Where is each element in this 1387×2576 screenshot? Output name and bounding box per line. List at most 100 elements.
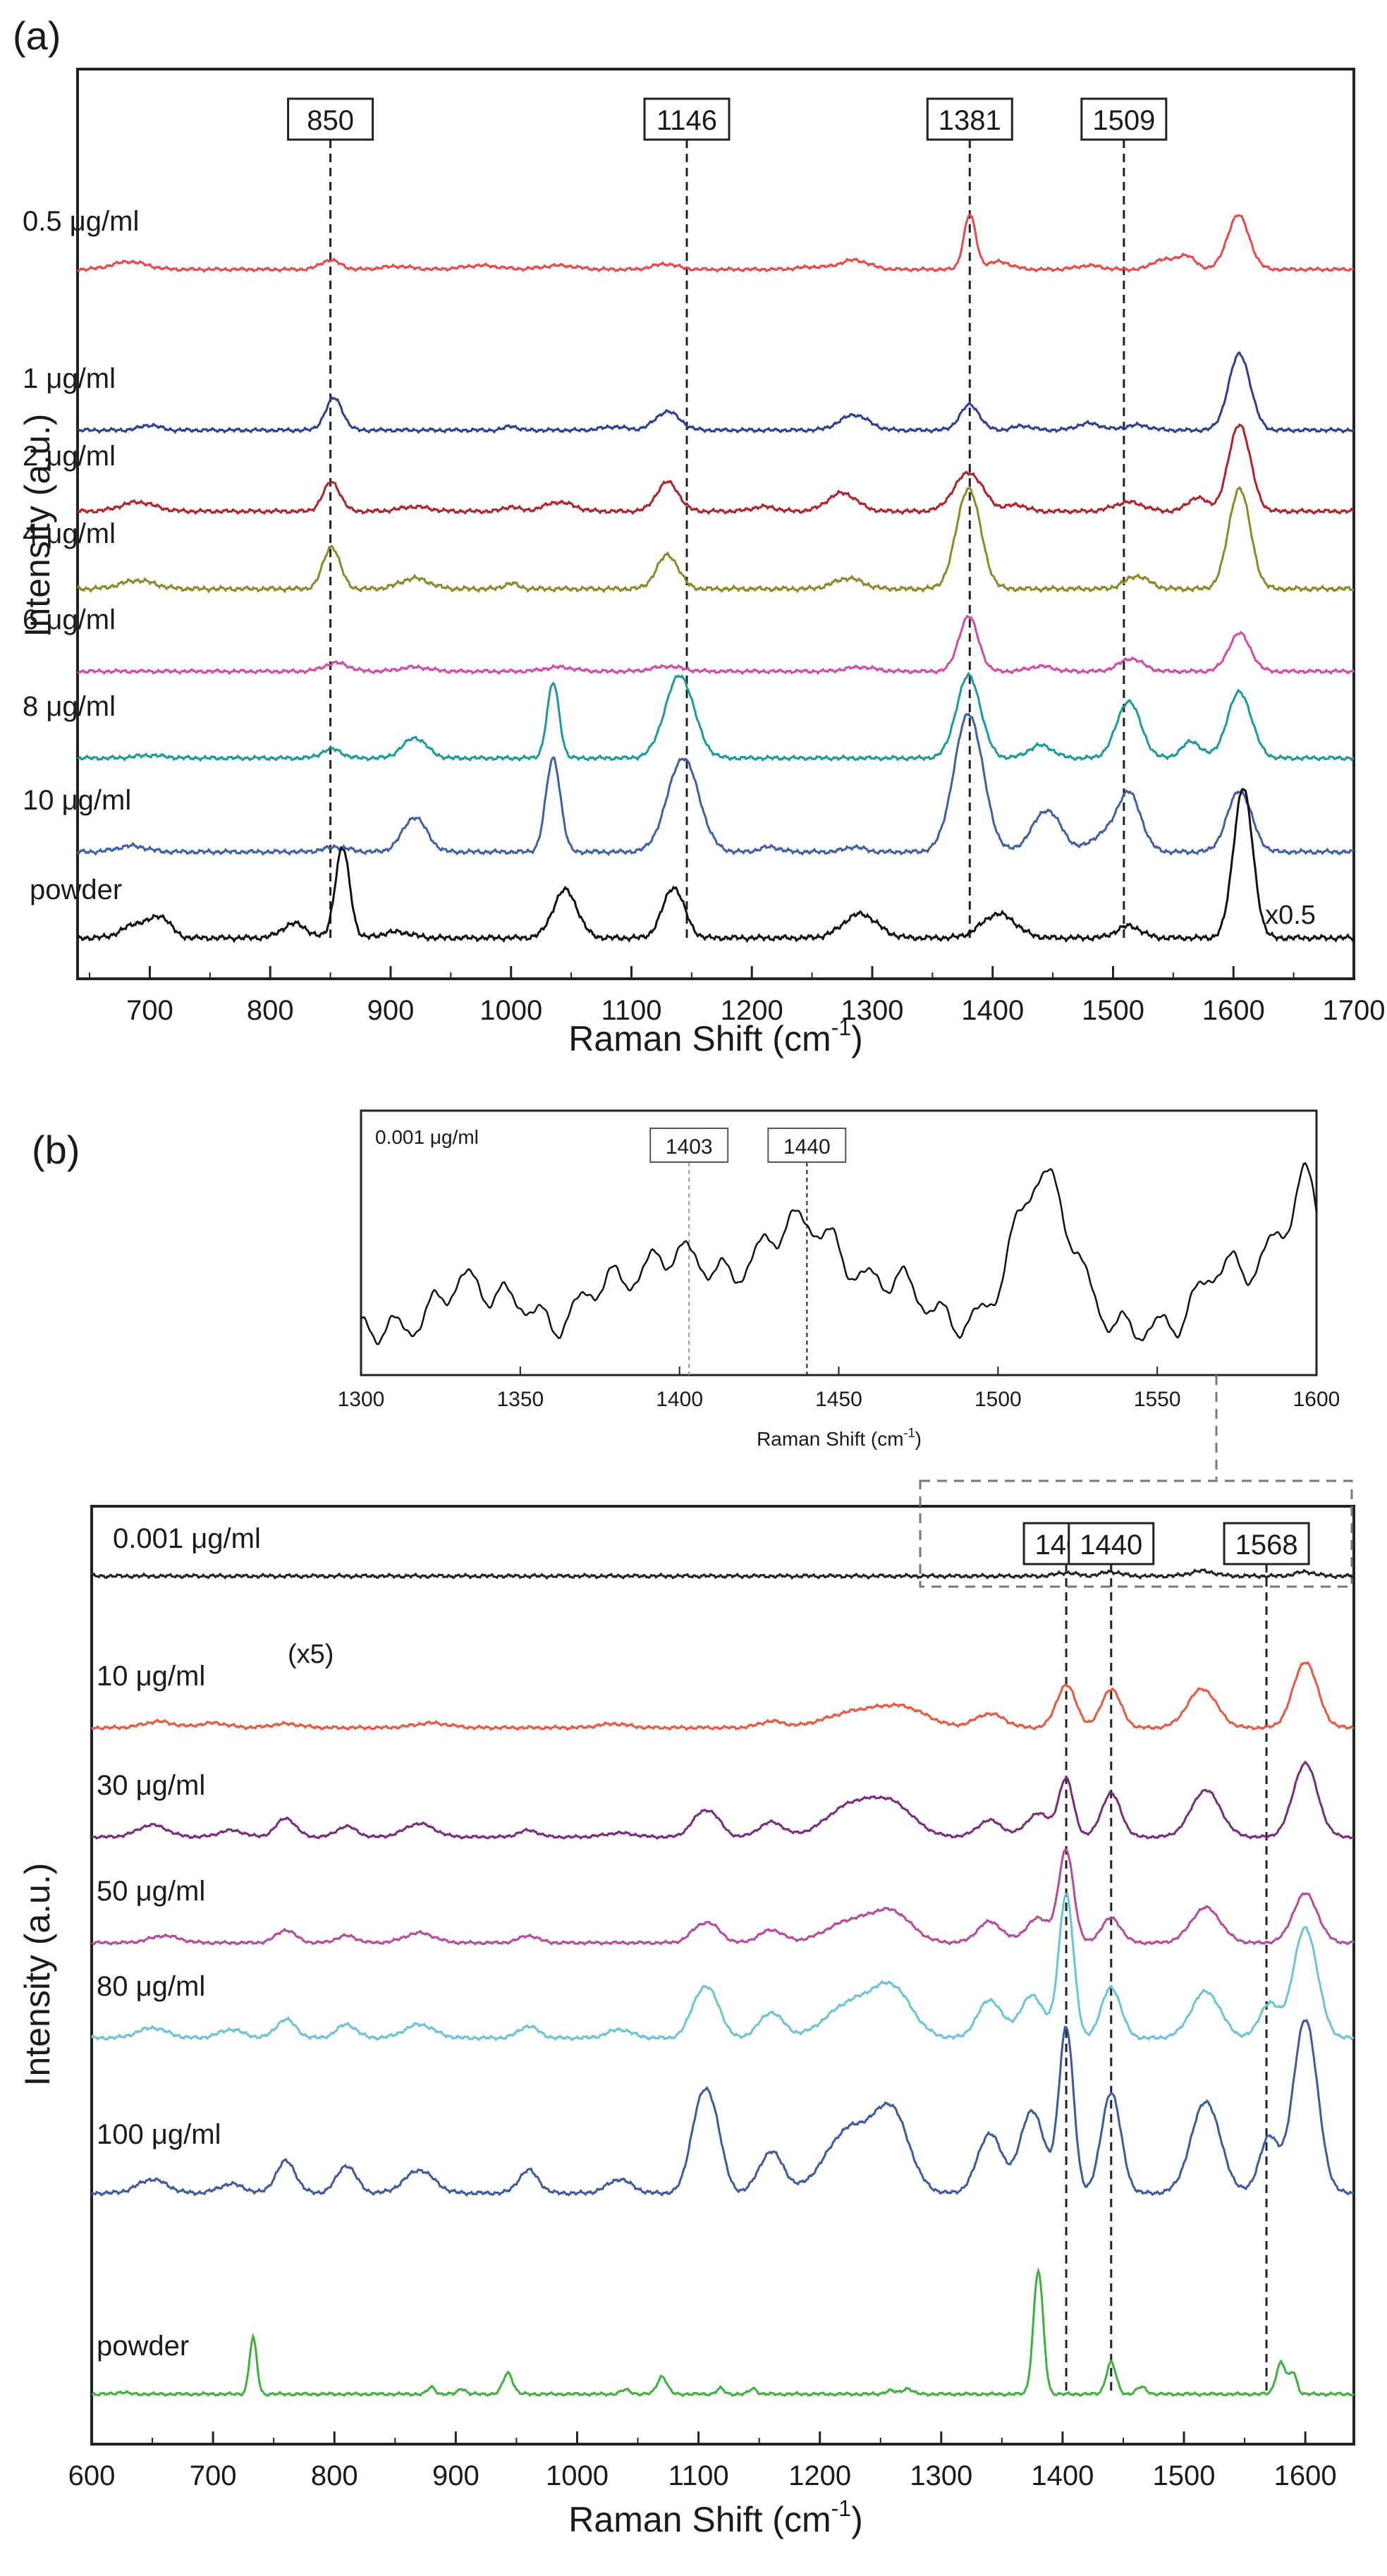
series-line-10-ug-ml bbox=[90, 1661, 1354, 1731]
series-line-8-ug-ml bbox=[77, 671, 1355, 762]
peak-marker-label-1381: 1381 bbox=[939, 105, 1001, 136]
inset-peak-markers: 1403 1440 bbox=[649, 1128, 847, 1375]
series-label-10-ug-ml: 10 μg/ml bbox=[23, 785, 131, 816]
peak-marker-box-850 bbox=[287, 97, 374, 141]
panel-b-y-axis-title: Intensity (a.u.) bbox=[18, 1863, 57, 2087]
peak-marker-box-1146 bbox=[643, 97, 731, 141]
x-tick-label-600: 600 bbox=[68, 2460, 116, 2491]
x-tick-label-1200: 1200 bbox=[721, 995, 783, 1026]
inset-x-tick-label-1400: 1400 bbox=[656, 1388, 703, 1411]
inset-zoom-region bbox=[919, 1479, 1353, 1588]
series-label-powder: powder bbox=[30, 874, 122, 905]
series-line-1-ug-ml bbox=[77, 351, 1355, 434]
x-tick-label-1300: 1300 bbox=[910, 2460, 972, 2491]
panel-a-peak-markers: 850 1146 1381 1509 bbox=[287, 97, 1168, 938]
peak-marker-label-850: 850 bbox=[307, 105, 354, 136]
inset-x-tick-label-1450: 1450 bbox=[815, 1388, 862, 1411]
series-label-2-ug-ml: 2 μg/ml bbox=[23, 441, 116, 472]
x-tick-label-1400: 1400 bbox=[961, 995, 1024, 1026]
panel-b-series-labels: 0.001 μg/ml 10 μg/ml 30 μg/ml 50 μg/ml 80 μg… bbox=[97, 1523, 261, 2362]
x-tick-label-800: 800 bbox=[311, 2460, 358, 2491]
panel-a-series-labels: 0.5 μg/ml 1 μg/ml 2 μg/ml 4 μg/ml 6 μg/ml 8 μ… bbox=[23, 206, 139, 905]
x-tick-label-1500: 1500 bbox=[1082, 995, 1144, 1026]
panel-b-scale-note: (x5) bbox=[288, 1640, 334, 1669]
panel-a-label: (a) bbox=[13, 13, 61, 58]
x-tick-label-1300: 1300 bbox=[841, 995, 903, 1026]
peak-marker-label-1568: 1568 bbox=[1235, 1530, 1298, 1561]
series-line-10-ug-ml bbox=[76, 712, 1354, 857]
x-tick-label-1100: 1100 bbox=[601, 995, 661, 1026]
peak-marker-label-1509: 1509 bbox=[1092, 105, 1155, 136]
panel-b-label: (b) bbox=[32, 1128, 80, 1172]
inset-peak-marker-label-1440: 1440 bbox=[783, 1135, 831, 1159]
inset-x-axis-title: Raman Shift (cm-1) bbox=[757, 1426, 922, 1450]
series-label-1-ug-ml: 1 μg/ml bbox=[23, 363, 116, 394]
series-line-0-001-ug-ml bbox=[91, 1568, 1355, 1580]
x-tick-label-1600: 1600 bbox=[1202, 995, 1265, 1026]
series-line-powder bbox=[77, 788, 1355, 944]
x-tick-label-1400: 1400 bbox=[1031, 2460, 1094, 2491]
inset-peak-marker-label-1403: 1403 bbox=[666, 1135, 713, 1159]
inset-series bbox=[360, 1161, 1318, 1345]
panel-b-plot-frame bbox=[90, 1505, 1355, 2446]
series-label-100-ug-ml: 100 μg/ml bbox=[97, 2119, 221, 2150]
series-line-6-ug-ml bbox=[77, 614, 1355, 676]
series-label-powder: powder bbox=[97, 2331, 189, 2362]
series-label-30-ug-ml: 30 μg/ml bbox=[97, 1770, 205, 1801]
x-tick-label-1700: 1700 bbox=[1323, 995, 1386, 1026]
series-line-4-ug-ml bbox=[76, 486, 1355, 594]
x-tick-label-700: 700 bbox=[126, 995, 173, 1026]
x-tick-label-800: 800 bbox=[247, 995, 294, 1026]
panel-a-x-axis-title: Raman Shift (cm-1) bbox=[568, 1015, 862, 1058]
panel-a-scale-note: x0.5 bbox=[1265, 901, 1316, 930]
panel-a-series-group bbox=[76, 214, 1355, 944]
panel-b-inset: 0.001 μg/ml 1403 1440 1300 1350 1400 1450 150… bbox=[338, 1109, 1340, 1450]
x-tick-label-1000: 1000 bbox=[479, 995, 542, 1026]
inset-series-line bbox=[360, 1161, 1318, 1345]
panel-a-x-axis: 700 800 900 1000 1100 1200 1300 1400 1500 1600 170… bbox=[89, 966, 1386, 1026]
series-label-10-ug-ml: 10 μg/ml bbox=[97, 1661, 205, 1692]
panel-a: (a) 850 1146 1381 1509 0.5 μg/ml 1 μg/ml 2 μg… bbox=[13, 13, 1385, 1058]
x-tick-label-700: 700 bbox=[190, 2460, 237, 2491]
series-label-0-001-ug-ml: 0.001 μg/ml bbox=[113, 1523, 261, 1554]
x-tick-label-900: 900 bbox=[367, 995, 415, 1026]
series-line-2-ug-ml bbox=[77, 423, 1355, 515]
series-label-50-ug-ml: 50 μg/ml bbox=[97, 1876, 205, 1907]
series-label-0-5-ug-ml: 0.5 μg/ml bbox=[23, 206, 139, 237]
series-line-80-ug-ml bbox=[90, 1893, 1355, 2042]
x-tick-label-1100: 1100 bbox=[668, 2460, 729, 2491]
panel-b-x-axis-title: Raman Shift (cm-1) bbox=[568, 2496, 862, 2539]
series-label-4-ug-ml: 4 μg/ml bbox=[23, 518, 116, 549]
x-tick-label-1500: 1500 bbox=[1153, 2460, 1216, 2491]
series-label-80-ug-ml: 80 μg/ml bbox=[97, 1971, 205, 2002]
panel-a-plot-frame bbox=[76, 68, 1355, 980]
peak-marker-label-1146: 1146 bbox=[656, 105, 717, 136]
inset-peak-marker-box-1403 bbox=[649, 1128, 729, 1163]
series-line-powder bbox=[91, 2267, 1355, 2398]
x-tick-label-1200: 1200 bbox=[788, 2460, 851, 2491]
series-line-30-ug-ml bbox=[91, 1760, 1355, 1841]
panel-b-series-group bbox=[90, 1568, 1355, 2398]
series-line-50-ug-ml bbox=[91, 1848, 1355, 1946]
x-tick-label-900: 900 bbox=[432, 2460, 479, 2491]
peak-marker-box-1381 bbox=[926, 97, 1013, 141]
series-line-100-ug-ml bbox=[91, 2018, 1355, 2197]
x-tick-label-1000: 1000 bbox=[546, 2460, 609, 2491]
inset-x-tick-label-1500: 1500 bbox=[974, 1388, 1022, 1411]
series-line-0-5-ug-ml bbox=[76, 214, 1355, 274]
series-label-6-ug-ml: 6 μg/ml bbox=[23, 604, 116, 635]
peak-marker-label-1440: 1440 bbox=[1080, 1530, 1142, 1561]
x-tick-label-1600: 1600 bbox=[1274, 2460, 1337, 2491]
series-label-8-ug-ml: 8 μg/ml bbox=[23, 691, 116, 722]
panel-b: (b) 0.001 μg/ml 1403 1440 1300 1350 1400 145… bbox=[18, 1109, 1355, 2539]
inset-x-tick-label-1600: 1600 bbox=[1293, 1388, 1340, 1411]
inset-series-label: 0.001 μg/ml bbox=[375, 1126, 479, 1148]
peak-marker-box-1509 bbox=[1080, 97, 1168, 141]
inset-x-axis: 1300 1350 1400 1450 1500 1550 1600 bbox=[338, 1367, 1340, 1411]
inset-x-tick-label-1350: 1350 bbox=[496, 1388, 544, 1411]
peak-marker-box-1568 bbox=[1223, 1522, 1310, 1565]
panel-b-x-axis: 600 700 800 900 1000 1100 1200 1300 1400 1500 1600 bbox=[68, 2431, 1337, 2491]
inset-x-tick-label-1300: 1300 bbox=[338, 1388, 385, 1411]
